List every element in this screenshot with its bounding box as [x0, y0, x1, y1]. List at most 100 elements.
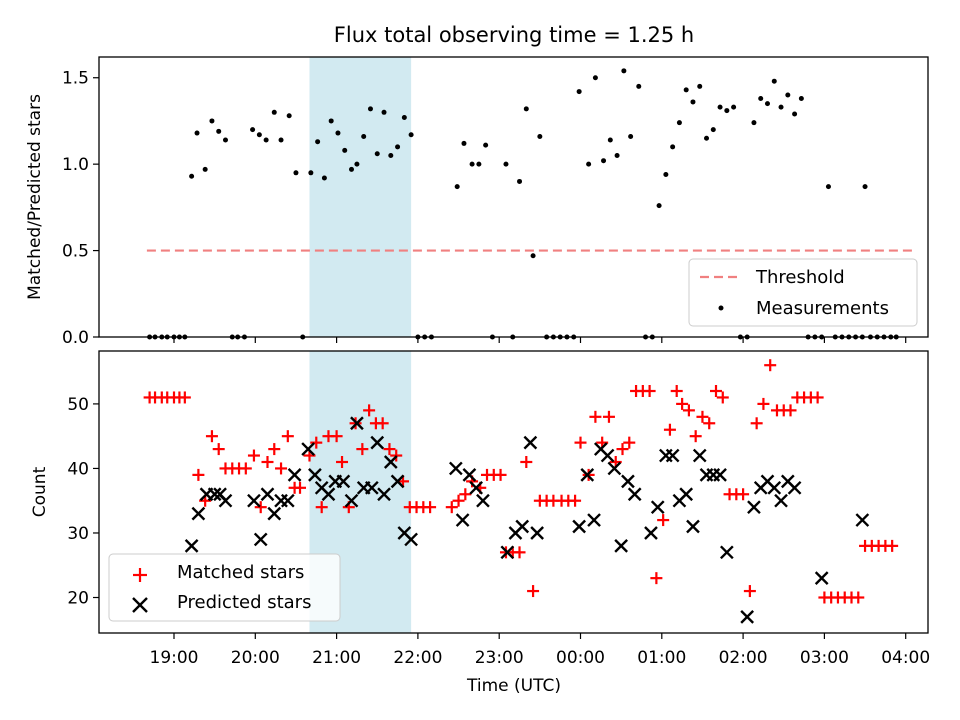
top-y-ticks: 0.0 0.5 1.0 1.5 [62, 69, 99, 348]
measurement-point [576, 89, 582, 95]
matched-star-point [750, 417, 763, 430]
measurement-point [862, 184, 868, 190]
predicted-star-point [713, 468, 727, 482]
matched-star-point [178, 391, 191, 404]
measurement-point [704, 135, 710, 141]
measurement-point [614, 153, 620, 159]
matched-star-point [336, 455, 349, 468]
x-tick-label: 19:00 [150, 648, 199, 668]
predicted-star-point [719, 545, 734, 560]
matched-star-point [886, 539, 899, 552]
measurement-point [586, 161, 592, 167]
measurement-point [717, 104, 723, 110]
bottom-x-ticks: 19:00 20:00 21:00 22:00 23:00 00:00 01:00 02:00… [150, 633, 930, 668]
predicted-star-point [253, 532, 268, 547]
measurement-point [530, 253, 536, 259]
x-tick-label: 00:00 [556, 648, 605, 668]
matched-star-point [689, 430, 702, 443]
bottom-y-axis-label: Count [30, 466, 50, 517]
matched-star-point [268, 443, 281, 456]
measurement-point [354, 161, 360, 167]
predicted-star-point [621, 474, 635, 489]
measurement-point [271, 109, 277, 115]
predicted-star-point [774, 493, 788, 508]
predicted-star-point [665, 448, 680, 463]
matched-star-point [294, 481, 307, 494]
matched-star-point [602, 410, 615, 423]
measurement-point [785, 92, 791, 98]
matched-star-point [716, 391, 729, 404]
x-tick-label: 04:00 [881, 648, 930, 668]
measurement-point [731, 104, 737, 110]
measurement-point [367, 106, 373, 112]
predicted-star-point [650, 500, 665, 515]
matched-star-point [192, 468, 205, 481]
top-legend-box [688, 258, 918, 327]
matched-star-point [670, 385, 683, 398]
measurement-point [628, 134, 634, 140]
measurement-point [523, 106, 529, 112]
measurement-point [798, 95, 804, 101]
matched-star-point [445, 501, 458, 514]
measurement-point [778, 104, 784, 110]
predicted-star-point [336, 474, 351, 489]
predicted-star-point [572, 519, 586, 534]
legend-predicted-swatch [132, 597, 148, 613]
measurement-point [335, 130, 341, 136]
y-tick-label: 40 [67, 459, 89, 479]
measurement-point [621, 68, 627, 74]
x-tick-label: 03:00 [800, 648, 849, 668]
measurement-point [476, 161, 482, 167]
y-tick-label: 50 [67, 395, 89, 415]
predicted-star-point [787, 480, 802, 495]
predicted-star-point [476, 493, 490, 508]
measurement-point [388, 153, 394, 159]
measurement-point [601, 158, 607, 164]
measurement-point [328, 118, 334, 124]
matched-star-point [852, 591, 865, 604]
bottom-axes-frame [98, 350, 929, 634]
bottom-panel: 20 30 40 50 19:00 20:00 21:00 22:00 23:00 00:00 0… [30, 350, 930, 696]
bottom-legend: Matched stars Predicted stars [108, 553, 341, 622]
measurement-point [607, 137, 613, 143]
legend-measurements-label: Measurements [756, 298, 889, 319]
matched-star-point [520, 455, 533, 468]
measurement-point [256, 132, 262, 138]
y-tick-label: 1.0 [62, 155, 89, 175]
matched-star-point [205, 430, 218, 443]
matched-star-point [239, 462, 252, 475]
chart-title: Flux total observing time = 1.25 h [334, 23, 694, 47]
measurement-point [751, 120, 757, 126]
legend-matched-swatch [133, 568, 147, 582]
top-y-axis-label: Matched/Predicted stars [25, 94, 45, 300]
measurement-point [710, 127, 716, 133]
matched-star-point [757, 397, 770, 410]
bottom-legend-box [108, 553, 341, 622]
matched-star-point [376, 417, 389, 430]
measurement-point [483, 142, 489, 148]
matched-star-point [676, 397, 689, 410]
measurement-point [395, 144, 401, 150]
matched-star-point [682, 404, 695, 417]
predicted-star-point [814, 571, 829, 585]
measurement-point [663, 172, 669, 178]
measurement-point [676, 120, 682, 126]
predicted-star-point [740, 610, 755, 624]
predicted-star-point [344, 493, 359, 508]
y-tick-label: 0.5 [62, 242, 89, 262]
bottom-points [143, 359, 899, 624]
predicted-star-point [587, 513, 601, 527]
predicted-star-point [855, 513, 870, 527]
x-tick-label: 23:00 [475, 648, 524, 668]
measurement-point [636, 83, 642, 89]
predicted-star-point [523, 435, 538, 450]
predicted-star-point [301, 442, 315, 456]
measurement-point [656, 203, 662, 209]
matched-star-point [710, 385, 722, 398]
y-tick-label: 20 [67, 589, 89, 609]
predicted-star-point [350, 416, 364, 431]
predicted-star-point [218, 493, 233, 508]
legend-predicted-label: Predicted stars [177, 592, 311, 613]
measurement-point [374, 151, 380, 157]
